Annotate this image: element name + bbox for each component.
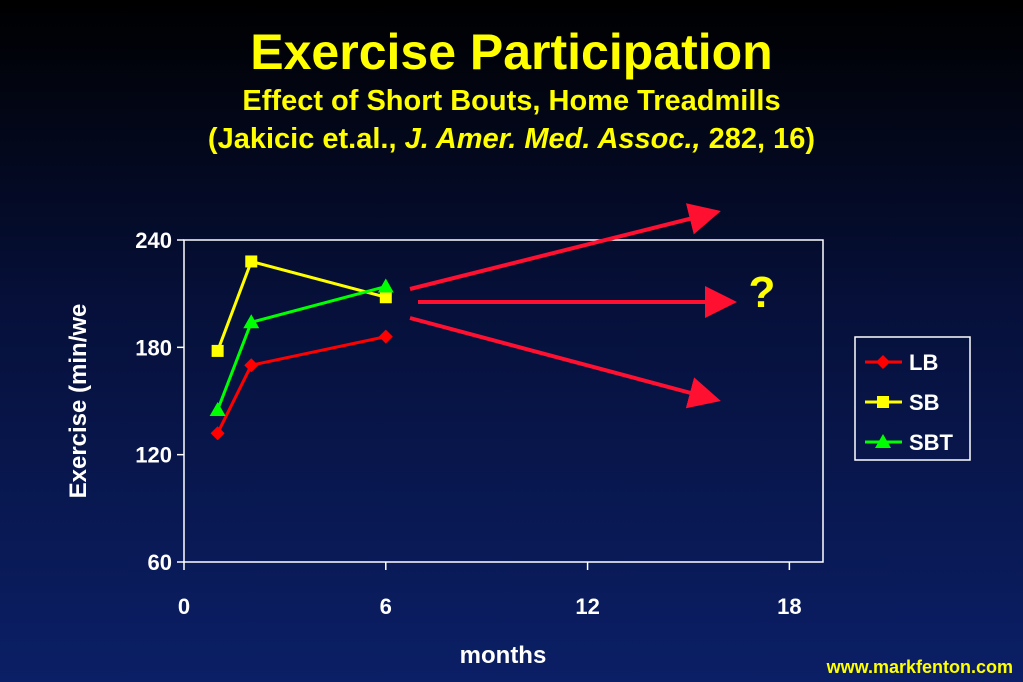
slide-citation: (Jakicic et.al., J. Amer. Med. Assoc., 2…: [0, 120, 1023, 158]
data-point: [378, 329, 393, 344]
title-block: Exercise Participation Effect of Short B…: [0, 22, 1023, 158]
legend-label: LB: [909, 350, 938, 375]
citation-journal: J. Amer. Med. Assoc.,: [404, 123, 701, 155]
legend: LB SB SBT: [854, 336, 971, 461]
data-point: [244, 358, 259, 373]
x-tick-label: 18: [777, 594, 801, 619]
data-point: [243, 314, 260, 329]
citation-prefix: (Jakicic et.al.,: [207, 123, 405, 155]
x-tick-label: 0: [178, 594, 190, 619]
series-line: [216, 335, 387, 434]
legend-marker: [877, 396, 889, 408]
y-tick-label: 60: [148, 550, 172, 575]
plot-frame: [183, 239, 824, 563]
y-tick-label: 240: [135, 228, 172, 253]
slide-subtitle: Effect of Short Bouts, Home Treadmills: [242, 85, 781, 117]
data-point: [245, 255, 258, 268]
legend-marker: [876, 355, 890, 369]
series-lb: [210, 329, 393, 441]
data-point: [211, 344, 224, 357]
data-point: [377, 278, 394, 293]
legend-box: [854, 336, 971, 461]
series-sbt: [209, 278, 394, 416]
x-tick-label: 12: [575, 594, 599, 619]
series-line: [216, 259, 387, 352]
y-tick-label: 180: [135, 335, 172, 360]
citation-suffix: 282, 16): [700, 123, 816, 155]
series-sb: [211, 255, 392, 357]
legend-marker: [875, 434, 891, 448]
data-point: [210, 426, 225, 441]
legend-label: SB: [909, 390, 940, 415]
x-tick-label: 6: [380, 594, 392, 619]
x-axis-label: months: [460, 642, 547, 669]
question-mark: ?: [749, 268, 776, 317]
footer-url[interactable]: www.markfenton.com: [826, 657, 1013, 677]
legend-label: SBT: [909, 430, 954, 455]
slide-title: Exercise Participation: [250, 24, 773, 80]
y-axis-label: Exercise (min/we: [65, 304, 92, 499]
y-tick-label: 120: [135, 443, 172, 468]
series-line: [216, 285, 387, 411]
data-point: [379, 291, 392, 304]
projection-arrow: [409, 203, 721, 291]
data-point: [209, 401, 226, 416]
projection-arrow: [409, 316, 721, 409]
